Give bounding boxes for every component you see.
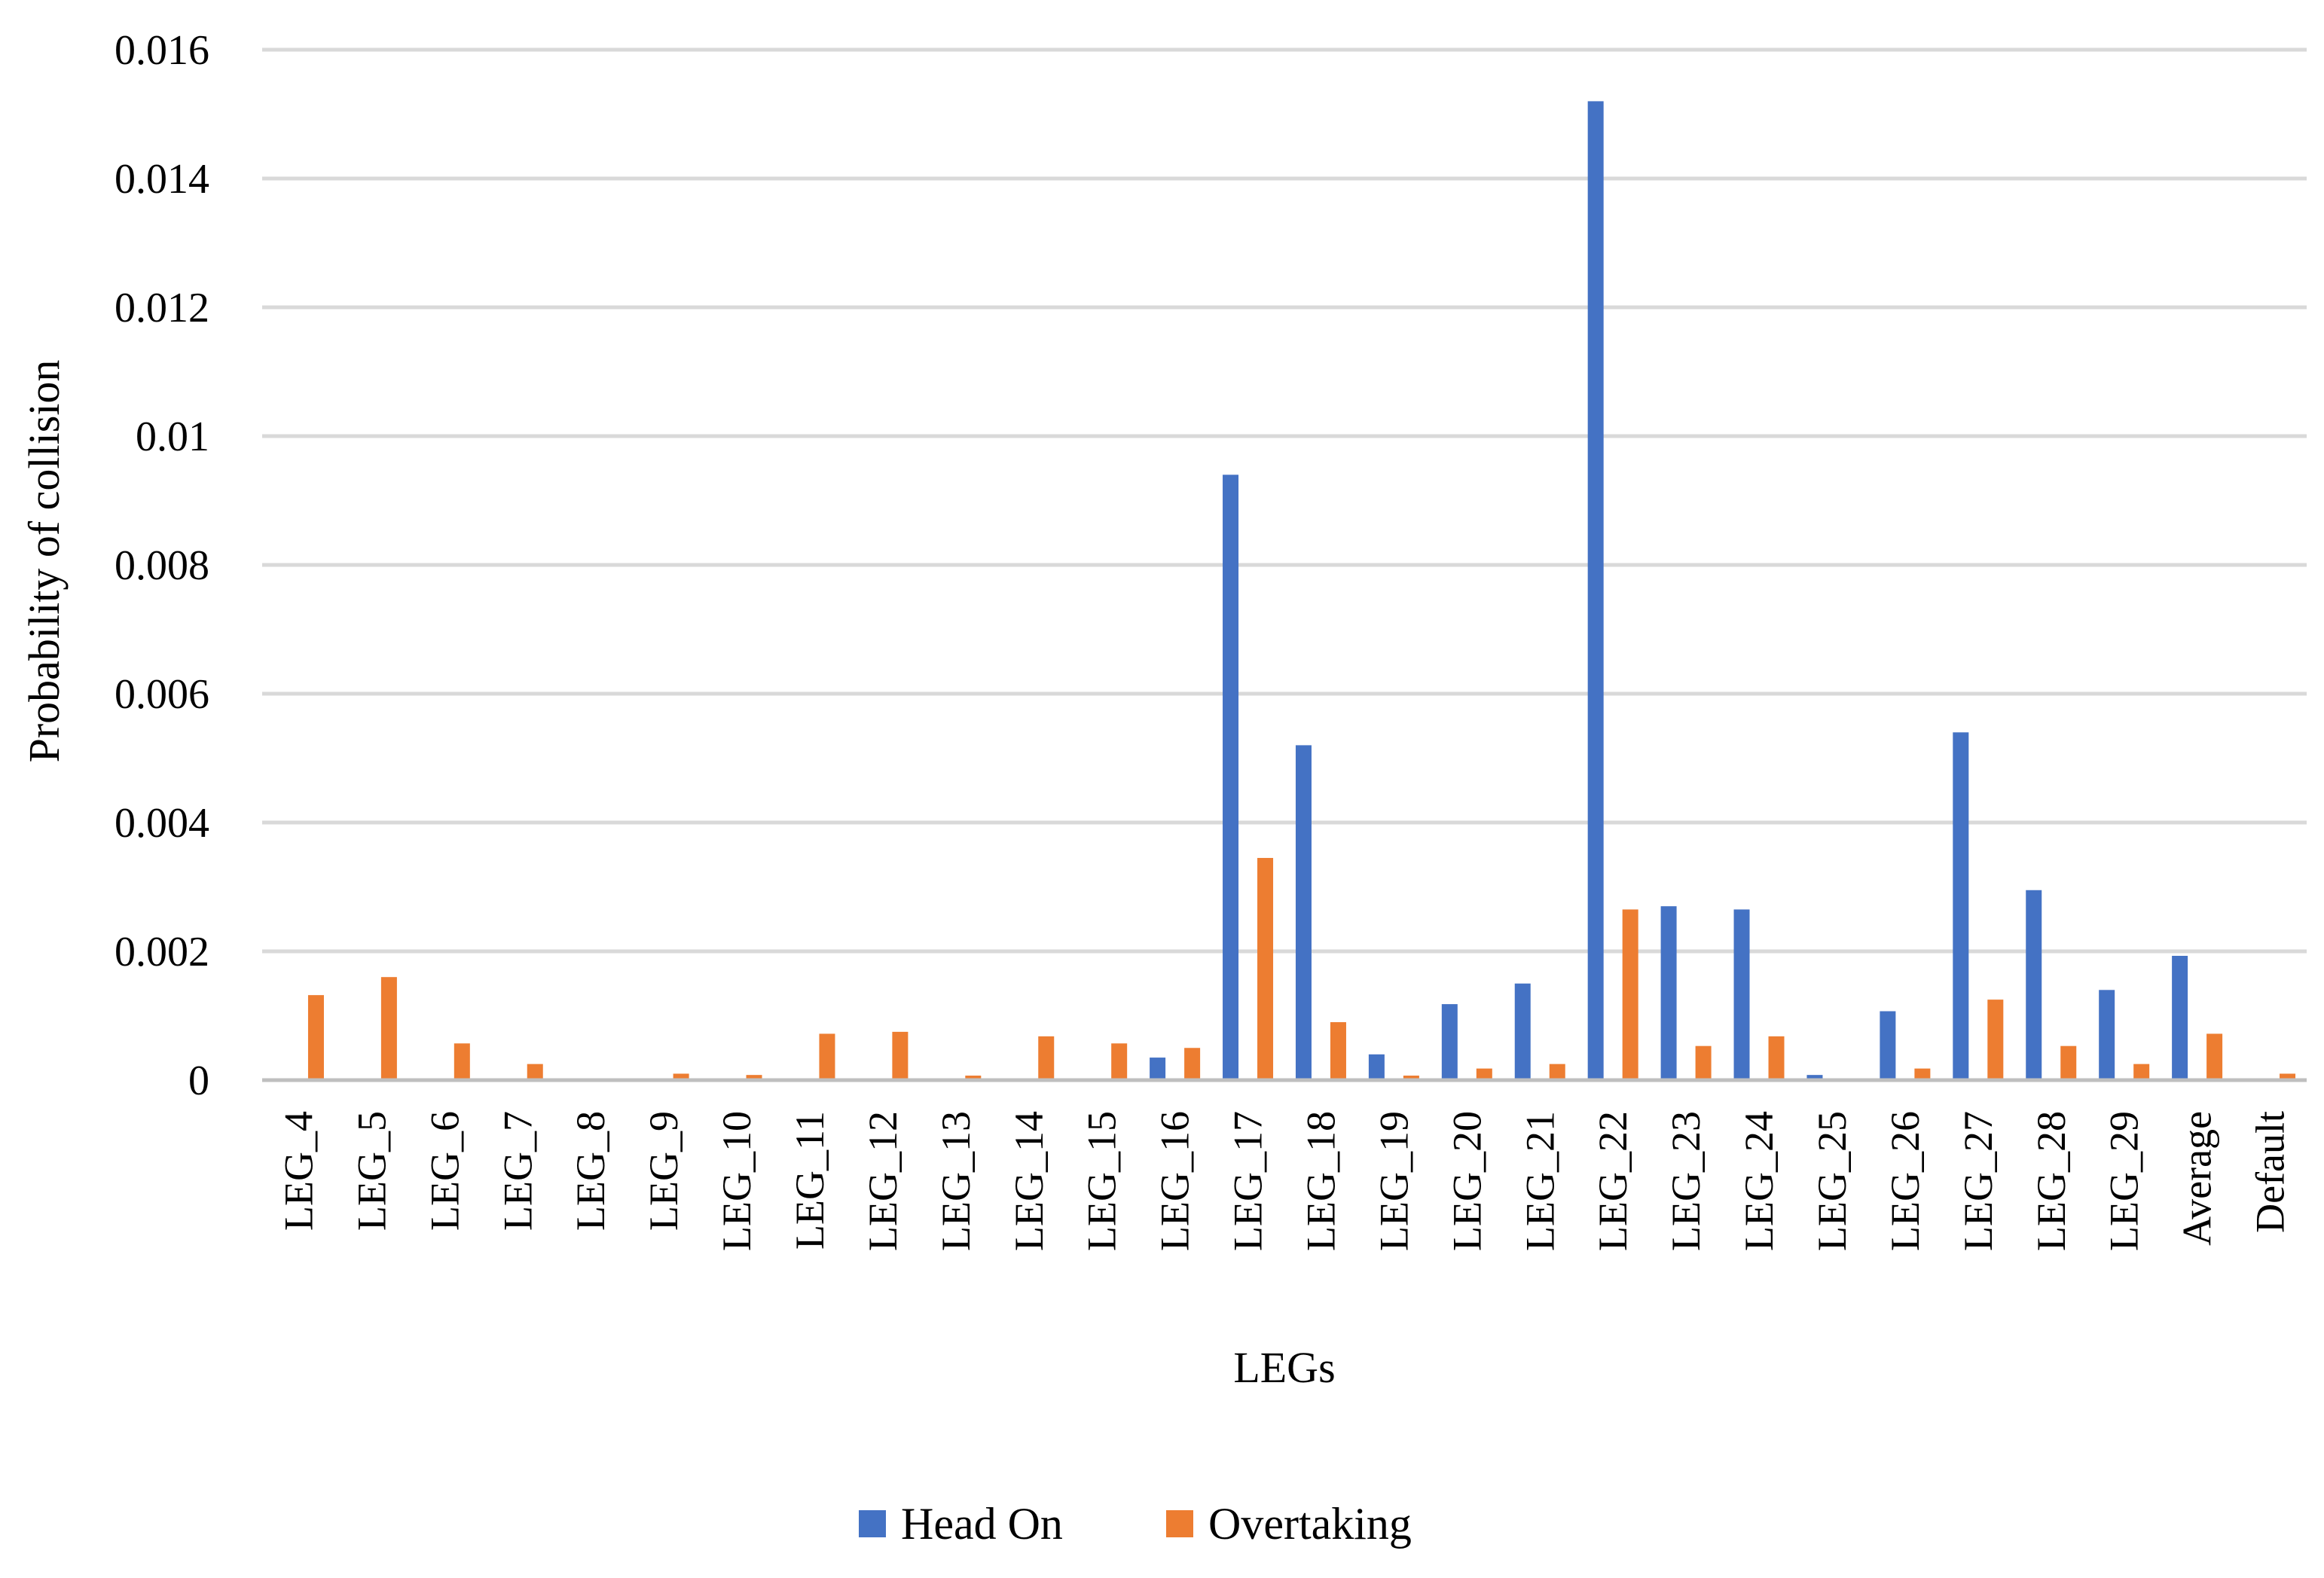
x-tick-label: LEG_18 xyxy=(1298,1111,1343,1251)
legend-label: Head On xyxy=(901,1499,1063,1549)
bar-head-on xyxy=(1150,1058,1166,1080)
bar-overtaking xyxy=(892,1031,909,1080)
x-tick-label: Average xyxy=(2175,1111,2220,1246)
bar-head-on xyxy=(2026,890,2042,1080)
legend-swatch xyxy=(859,1510,886,1537)
x-tick-label: LEG_14 xyxy=(1006,1111,1052,1251)
y-tick-label: 0.004 xyxy=(115,800,209,847)
bar-overtaking xyxy=(1549,1064,1565,1080)
bar-head-on xyxy=(1223,475,1239,1080)
bar-overtaking xyxy=(2060,1045,2077,1080)
bar-overtaking xyxy=(1184,1048,1201,1080)
bar-head-on xyxy=(1953,732,1969,1080)
bars xyxy=(307,101,2296,1080)
y-tick-label: 0.012 xyxy=(115,285,209,331)
bar-overtaking xyxy=(2206,1033,2223,1080)
bar-head-on xyxy=(2099,990,2115,1080)
bar-overtaking xyxy=(819,1033,835,1080)
x-tick-label: LEG_22 xyxy=(1590,1111,1635,1251)
bar-overtaking xyxy=(1695,1045,1712,1080)
bar-overtaking xyxy=(1111,1043,1128,1080)
bar-overtaking xyxy=(1038,1036,1055,1080)
bar-overtaking xyxy=(1476,1068,1492,1080)
bar-head-on xyxy=(1587,101,1604,1080)
x-tick-label: LEG_27 xyxy=(1956,1111,2001,1251)
bar-head-on xyxy=(1806,1075,1823,1080)
y-axis-tick-labels: 0 0.002 0.004 0.006 0.008 0.01 0.012 0.014 0.016 xyxy=(115,27,209,1104)
bar-head-on xyxy=(2172,955,2188,1080)
y-tick-label: 0 xyxy=(188,1058,209,1104)
x-tick-label: LEG_24 xyxy=(1736,1111,1782,1251)
bar-head-on xyxy=(1733,909,1750,1080)
x-tick-label: LEG_12 xyxy=(860,1111,905,1251)
x-tick-label: LEG_26 xyxy=(1883,1111,1928,1251)
x-tick-label: LEG_9 xyxy=(641,1111,686,1231)
bar-overtaking xyxy=(1330,1022,1346,1080)
y-tick-label: 0.014 xyxy=(115,156,209,203)
bar-overtaking xyxy=(2133,1064,2150,1080)
bar-head-on xyxy=(1441,1004,1458,1080)
x-tick-label: LEG_16 xyxy=(1153,1111,1198,1251)
x-tick-label: LEG_29 xyxy=(2102,1111,2147,1251)
y-tick-label: 0.002 xyxy=(115,929,209,975)
bar-overtaking xyxy=(307,995,324,1080)
bar-head-on xyxy=(1660,906,1677,1080)
x-axis-tick-labels: LEG_4 LEG_5 LEG_6 LEG_7 LEG_8 LEG_9 LEG_10 LEG_… xyxy=(276,1111,2292,1251)
x-tick-label: LEG_7 xyxy=(495,1111,540,1231)
x-tick-label: LEG_25 xyxy=(1809,1111,1855,1251)
x-tick-label: LEG_20 xyxy=(1444,1111,1489,1251)
bar-head-on xyxy=(1514,983,1531,1080)
bar-overtaking xyxy=(1257,858,1274,1080)
legend-label: Overtaking xyxy=(1208,1499,1412,1549)
bar-overtaking xyxy=(1768,1036,1785,1080)
x-tick-label: Default xyxy=(2248,1111,2293,1233)
x-tick-label: LEG_6 xyxy=(422,1111,467,1231)
bar-head-on xyxy=(1368,1054,1385,1080)
x-axis-title: LEGs xyxy=(1233,1343,1335,1392)
bar-overtaking xyxy=(746,1075,762,1080)
x-tick-label: LEG_17 xyxy=(1226,1111,1271,1251)
legend: Head On Overtaking xyxy=(859,1499,1412,1549)
bar-overtaking xyxy=(1987,1000,2004,1080)
bar-head-on xyxy=(1295,745,1312,1080)
x-tick-label: LEG_11 xyxy=(787,1111,832,1250)
y-tick-label: 0.006 xyxy=(115,671,209,718)
bar-overtaking xyxy=(454,1043,470,1080)
legend-swatch xyxy=(1166,1510,1193,1537)
x-tick-label: LEG_21 xyxy=(1517,1111,1562,1251)
y-axis-title: Probability of collision xyxy=(20,360,69,763)
bar-overtaking xyxy=(1914,1068,1931,1080)
y-tick-label: 0.01 xyxy=(136,414,209,460)
x-tick-label: LEG_13 xyxy=(933,1111,979,1251)
bar-overtaking xyxy=(2280,1073,2296,1080)
x-tick-label: LEG_28 xyxy=(2029,1111,2074,1251)
x-tick-label: LEG_23 xyxy=(1663,1111,1709,1251)
bar-overtaking xyxy=(965,1076,982,1080)
y-tick-label: 0.016 xyxy=(115,27,209,74)
x-tick-label: LEG_5 xyxy=(349,1111,394,1231)
x-tick-label: LEG_19 xyxy=(1371,1111,1416,1251)
bar-overtaking xyxy=(673,1073,689,1080)
x-tick-label: LEG_8 xyxy=(568,1111,613,1231)
x-tick-label: LEG_15 xyxy=(1080,1111,1125,1251)
bar-overtaking xyxy=(380,977,397,1080)
x-tick-label: LEG_10 xyxy=(714,1111,759,1251)
bar-head-on xyxy=(1880,1011,1896,1080)
gridlines xyxy=(262,47,2307,954)
y-tick-label: 0.008 xyxy=(115,542,209,589)
x-tick-label: LEG_4 xyxy=(276,1111,321,1231)
bar-overtaking xyxy=(527,1064,543,1080)
bar-overtaking xyxy=(1403,1076,1419,1080)
bar-overtaking xyxy=(1622,909,1638,1080)
